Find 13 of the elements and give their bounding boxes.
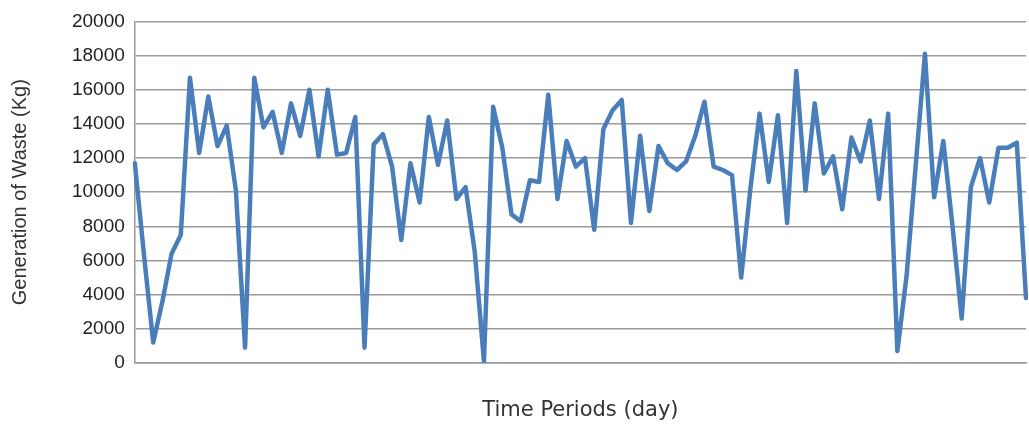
x-axis-title: Time Periods (day) — [481, 396, 679, 421]
y-tick-label: 12000 — [71, 146, 125, 168]
y-tick-label: 2000 — [82, 317, 125, 339]
y-axis-title: Generation of Waste (Kg) — [7, 79, 30, 306]
y-tick-label: 8000 — [82, 214, 125, 236]
y-tick-label: 0 — [114, 351, 125, 373]
y-tick-label: 14000 — [71, 112, 125, 134]
y-tick-label: 6000 — [82, 248, 125, 270]
y-tick-label: 20000 — [71, 9, 125, 31]
y-tick-label: 10000 — [71, 180, 125, 202]
y-tick-label: 18000 — [71, 43, 125, 65]
y-tick-label: 4000 — [82, 282, 125, 304]
y-tick-label: 16000 — [71, 77, 125, 99]
